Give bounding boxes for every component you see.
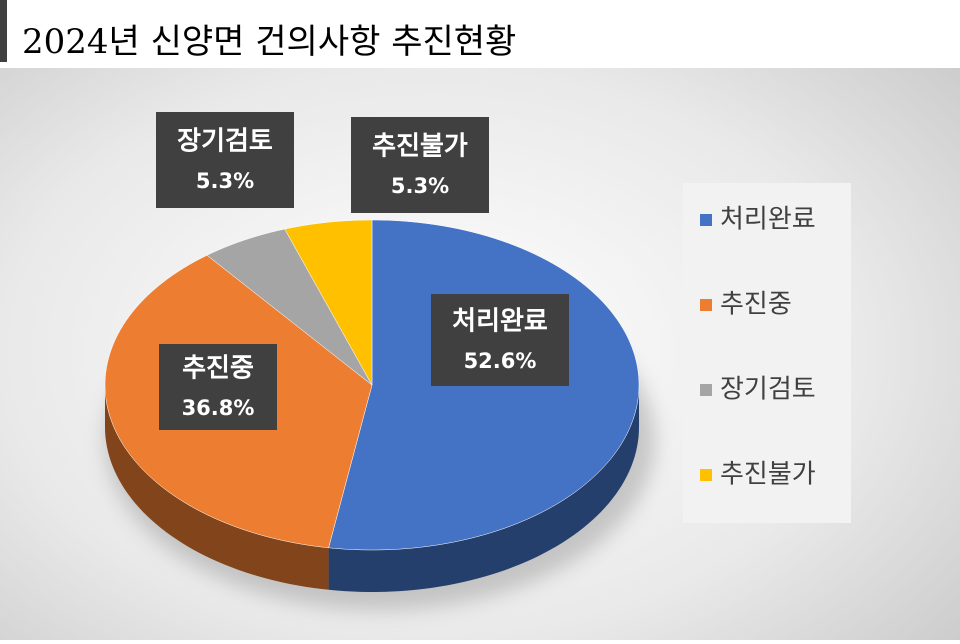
title-band bbox=[0, 0, 960, 68]
data-label-category: 처리완료 bbox=[452, 307, 548, 337]
pie-side bbox=[105, 385, 329, 590]
data-label-category: 추진중 bbox=[182, 354, 254, 384]
legend-label: 장기검토 bbox=[720, 375, 816, 405]
legend-box bbox=[683, 183, 851, 523]
pie-slice bbox=[206, 228, 373, 386]
data-label-value: 5.3% bbox=[196, 169, 254, 193]
pie-side bbox=[328, 385, 639, 592]
data-labels: 처리완료 52.6% 추진중 36.8% 장기검토 5.3% 추진불가 5.3% bbox=[156, 112, 569, 430]
legend-swatch bbox=[700, 299, 712, 311]
data-label-value: 5.3% bbox=[391, 174, 449, 198]
data-label-category: 장기검토 bbox=[177, 127, 273, 157]
chart-title: 2024년 신양면 건의사항 추진현황 bbox=[22, 22, 516, 62]
legend-label: 추진중 bbox=[720, 290, 792, 320]
data-label-box bbox=[351, 117, 489, 213]
title-accent bbox=[0, 0, 7, 62]
data-label-category: 추진불가 bbox=[372, 132, 468, 162]
legend-swatch bbox=[700, 384, 712, 396]
data-label-box bbox=[159, 344, 277, 430]
data-label-box bbox=[156, 112, 294, 208]
data-label-box bbox=[431, 294, 569, 386]
legend-label: 처리완료 bbox=[720, 205, 816, 235]
data-label-value: 36.8% bbox=[182, 396, 255, 420]
legend-swatch bbox=[700, 214, 712, 226]
legend-label: 추진불가 bbox=[720, 460, 816, 490]
data-label-value: 52.6% bbox=[464, 349, 537, 373]
legend-swatch bbox=[700, 469, 712, 481]
pie-slice bbox=[284, 219, 373, 386]
